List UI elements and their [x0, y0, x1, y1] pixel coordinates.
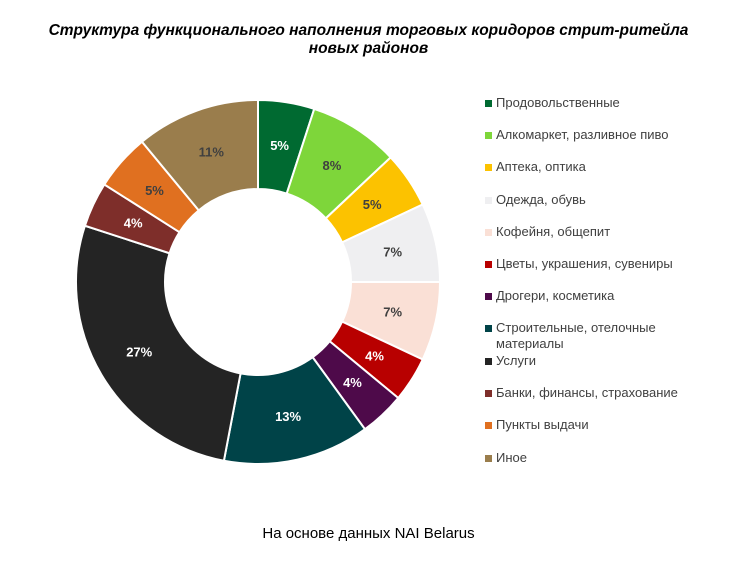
slice-data-label-7: 4% — [343, 375, 362, 390]
legend-label: Строительные, отелочные материалы — [496, 320, 656, 351]
slice-data-label-6: 4% — [365, 348, 384, 363]
legend-label: Пункты выдачи — [496, 417, 589, 432]
legend-swatch — [485, 100, 492, 107]
legend-swatch — [485, 293, 492, 300]
donut-slice-12 — [140, 98, 259, 212]
legend-swatch — [485, 197, 492, 204]
slice-data-label-12: 11% — [199, 145, 225, 160]
legend-label: Кофейня, общепит — [496, 224, 611, 239]
legend-label: Банки, финансы, страхование — [496, 385, 678, 400]
slice-data-label-8: 13% — [275, 409, 301, 424]
legend-swatch — [485, 132, 492, 139]
legend-swatch — [485, 455, 492, 462]
legend-swatch — [485, 390, 492, 397]
legend-label: Одежда, обувь — [496, 192, 586, 207]
legend-label: Продовольственные — [496, 95, 620, 110]
slice-data-label-9: 27% — [126, 345, 152, 360]
slice-data-label-5: 7% — [383, 305, 402, 320]
chart-title: Структура функционального наполнения тор… — [0, 22, 737, 58]
legend-swatch — [485, 229, 492, 236]
slice-data-label-1: 5% — [270, 138, 289, 153]
slice-data-label-11: 5% — [145, 183, 164, 198]
slice-data-label-10: 4% — [124, 216, 143, 231]
legend-swatch — [485, 164, 492, 171]
slice-data-label-2: 8% — [323, 158, 342, 173]
legend-label: Дрогери, косметика — [496, 288, 615, 303]
chart-title-line-2: новых районов — [308, 40, 429, 57]
legend-swatch — [485, 422, 492, 429]
legend-label: Алкомаркет, разливное пиво — [496, 127, 669, 142]
slice-data-label-4: 7% — [383, 244, 402, 259]
chart-title-line-1: Структура функционального наполнения тор… — [48, 22, 689, 39]
source-note: На основе данных NAI Belarus — [262, 525, 475, 542]
legend-label: Услуги — [496, 353, 536, 368]
legend-swatch — [485, 325, 492, 332]
legend-swatch — [485, 261, 492, 268]
legend-swatch — [485, 358, 492, 365]
legend-label: Иное — [496, 450, 527, 465]
legend-label: Цветы, украшения, сувениры — [496, 256, 673, 271]
donut-slice-9 — [75, 224, 242, 462]
legend-label: Аптека, оптика — [496, 159, 586, 174]
slice-data-label-3: 5% — [363, 197, 382, 212]
